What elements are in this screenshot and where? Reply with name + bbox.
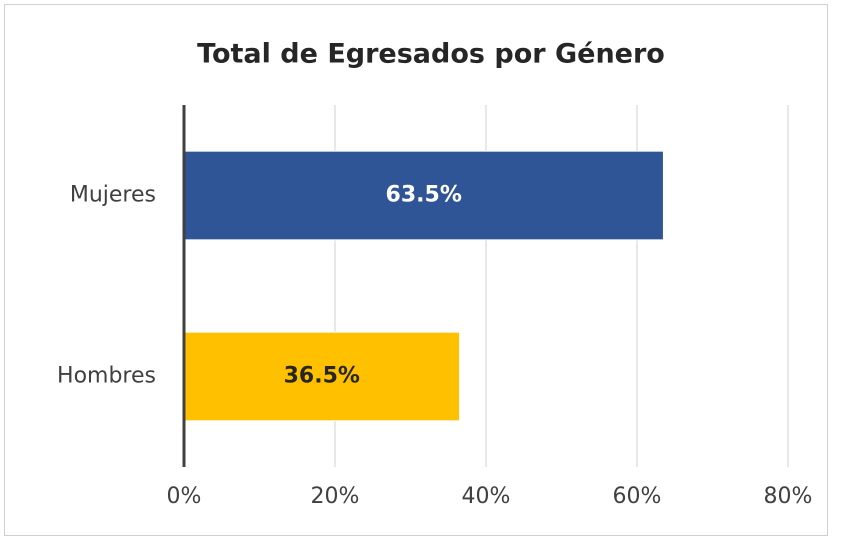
bar xyxy=(183,150,664,241)
category-label: Hombres xyxy=(57,364,156,389)
x-tick-label: 80% xyxy=(764,484,813,509)
chart-title: Total de Egresados por Género xyxy=(197,39,665,70)
data-label: 63.5% xyxy=(386,183,462,208)
x-tick-label: 60% xyxy=(613,484,662,509)
data-label: 36.5% xyxy=(284,364,360,389)
x-tick-label: 40% xyxy=(462,484,511,509)
x-tick-label: 20% xyxy=(311,484,360,509)
chart-border xyxy=(4,4,828,536)
category-label: Mujeres xyxy=(70,183,156,208)
x-tick-label: 0% xyxy=(167,484,202,509)
